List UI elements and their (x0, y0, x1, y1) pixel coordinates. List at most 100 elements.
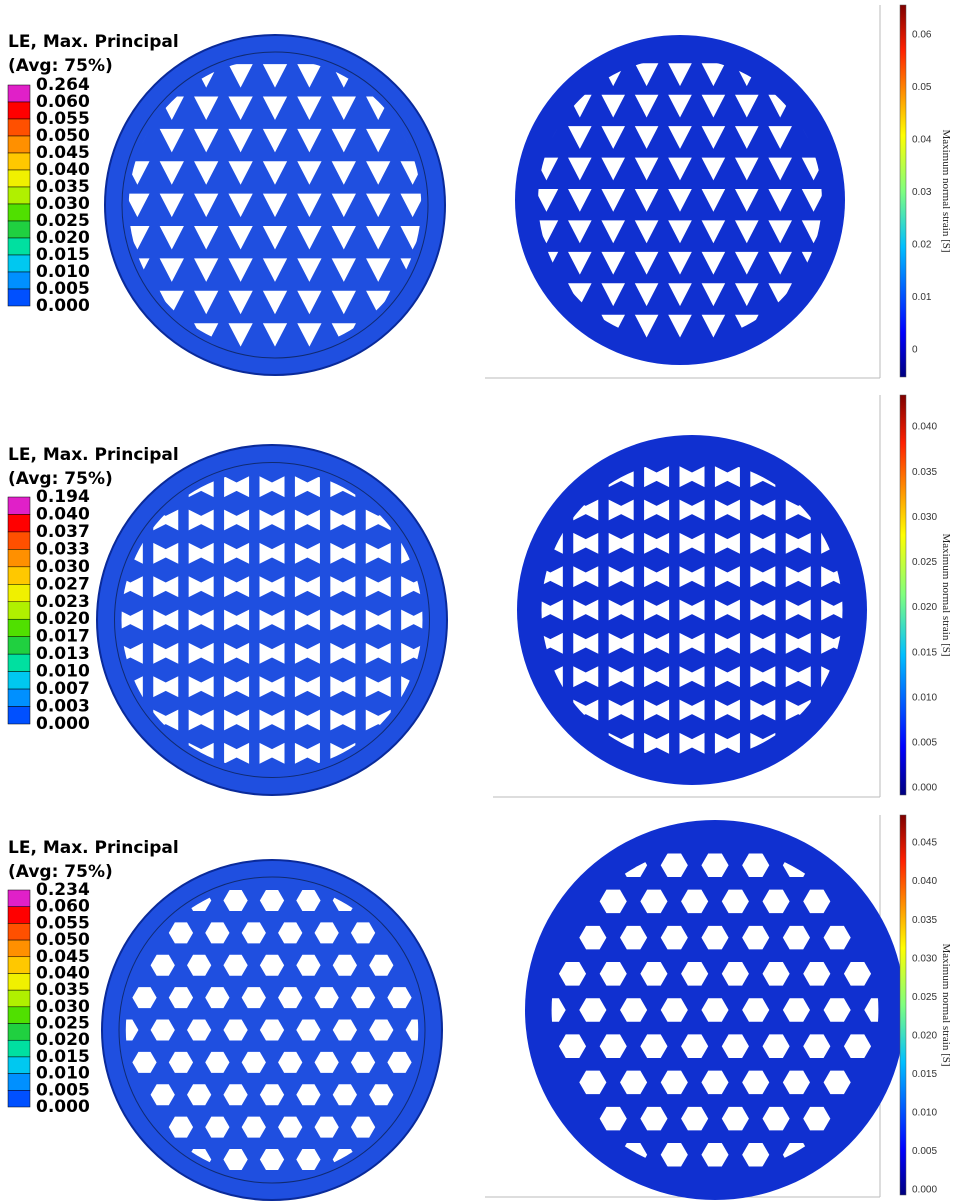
legend-title: LE, Max. Principal (8, 838, 179, 858)
legend-swatch (7, 496, 31, 515)
hole (551, 1143, 566, 1167)
hole (735, 189, 759, 212)
colorbar-label: Maximum normal strain [S] (940, 129, 952, 252)
hole (469, 194, 493, 217)
hole (194, 258, 219, 282)
hole (857, 433, 882, 454)
hole (467, 466, 492, 487)
hole (498, 998, 525, 1022)
hole (314, 1116, 339, 1138)
hole (601, 126, 625, 149)
hole (750, 566, 776, 588)
hole (835, 283, 859, 306)
hole (194, 128, 219, 153)
hole (125, 356, 149, 379)
hole (501, 283, 525, 306)
hole (640, 1034, 668, 1058)
hole (568, 157, 592, 181)
hole (262, 161, 288, 185)
hole (435, 323, 459, 346)
hole (330, 642, 356, 664)
colorbar-tick: 0.03 (912, 187, 932, 198)
hole (750, 599, 776, 621)
hole (498, 1071, 525, 1095)
hole (541, 466, 563, 488)
hole (946, 1143, 957, 1167)
hole (366, 161, 391, 185)
colorbar (899, 394, 907, 796)
hole (620, 1070, 648, 1095)
hole (472, 643, 497, 664)
hole (601, 220, 625, 244)
hole (497, 1117, 521, 1138)
hole (460, 1181, 484, 1202)
hole (750, 632, 776, 654)
legend-label: 0.040 (36, 160, 90, 180)
hole (442, 1149, 466, 1170)
hole (469, 258, 493, 281)
hole (714, 699, 740, 721)
legend-swatch (7, 566, 31, 585)
hole (437, 710, 462, 731)
hole (701, 63, 726, 87)
legend-swatch (7, 135, 31, 154)
hole (400, 193, 422, 218)
hole (350, 1051, 376, 1073)
hole (400, 323, 422, 347)
hole (634, 189, 659, 212)
hole (121, 742, 143, 764)
hole (153, 542, 179, 564)
hole (205, 987, 230, 1009)
hole (401, 776, 426, 797)
hole (468, 346, 492, 369)
hole (538, 433, 563, 454)
hole (128, 226, 150, 250)
hole (278, 987, 303, 1009)
hole (634, 251, 659, 275)
hole (294, 642, 320, 664)
hole (297, 96, 322, 120)
hole (634, 157, 659, 181)
hole (785, 532, 811, 554)
hole (857, 533, 882, 554)
hole (424, 1117, 448, 1138)
hole (573, 532, 599, 554)
hole (169, 1181, 193, 1202)
hole (91, 291, 115, 314)
hole (223, 1149, 248, 1171)
hole (228, 323, 253, 347)
hole (91, 356, 115, 379)
hole (801, 314, 822, 338)
hole (297, 226, 322, 250)
hole (96, 1181, 120, 1202)
hole (457, 1143, 484, 1167)
hole (701, 1070, 729, 1095)
hole (843, 1034, 872, 1058)
hole (714, 599, 740, 621)
legend-label: 0.015 (36, 1047, 90, 1067)
hole (472, 476, 497, 497)
hole (742, 853, 770, 877)
hole (194, 226, 219, 250)
hole (259, 642, 285, 664)
hole (518, 1107, 545, 1131)
colorbar (899, 4, 907, 378)
hole (259, 509, 285, 531)
hole (768, 126, 792, 149)
colorbar-tick: 0.040 (912, 876, 937, 887)
legend-label: 0.013 (36, 644, 90, 664)
hole (885, 817, 912, 841)
hole (785, 599, 811, 621)
hole (457, 1071, 484, 1095)
hole (401, 443, 426, 464)
hole (224, 609, 250, 631)
hole (297, 290, 322, 315)
hole (620, 925, 648, 950)
hole (460, 1052, 484, 1073)
hole (468, 189, 492, 212)
hole (125, 1019, 139, 1041)
hole (351, 858, 375, 879)
hole (460, 1117, 484, 1138)
hole (294, 542, 320, 564)
hole (314, 987, 339, 1009)
